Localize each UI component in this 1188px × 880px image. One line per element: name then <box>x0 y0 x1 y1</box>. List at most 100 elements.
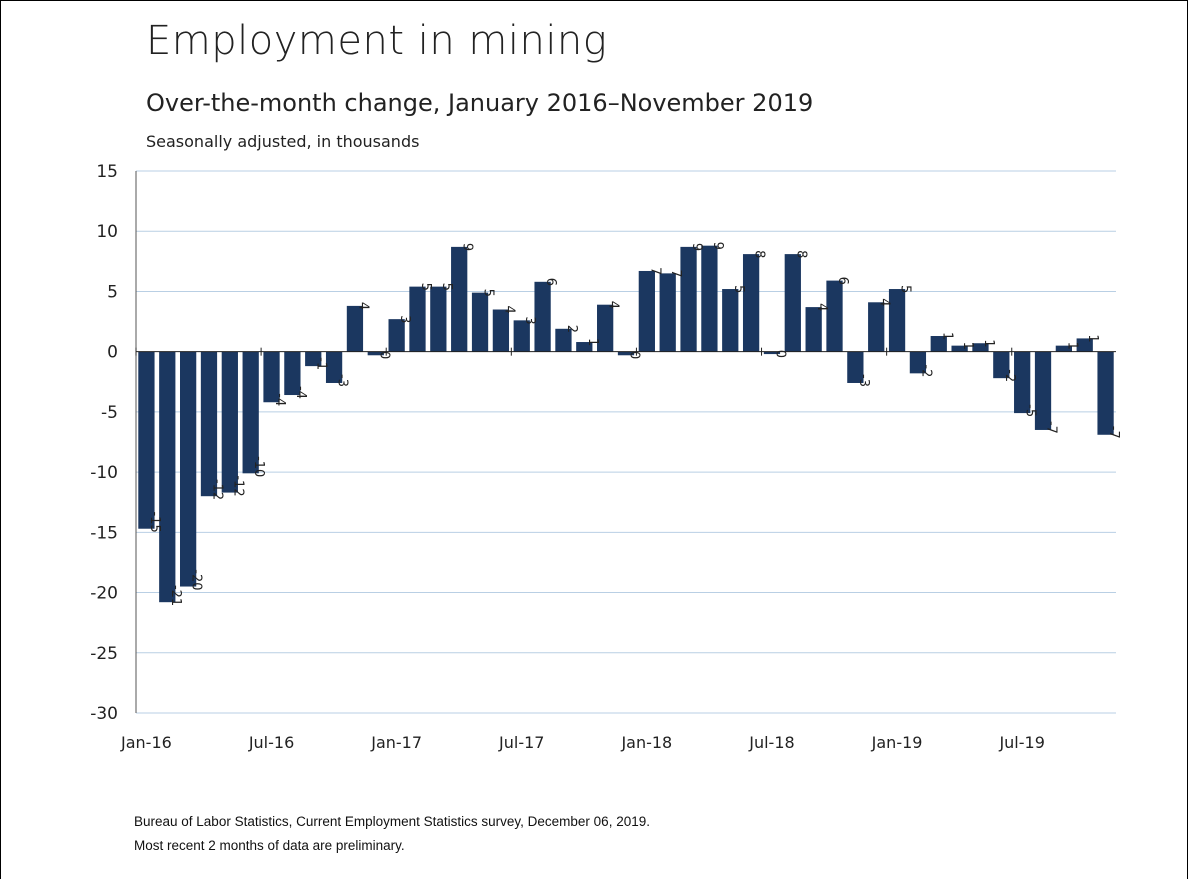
x-tick-label: Jan-19 <box>871 733 923 752</box>
data-label: 6 <box>835 277 850 285</box>
data-label: -3 <box>856 374 871 387</box>
bar <box>555 328 572 352</box>
data-label: 4 <box>814 303 829 311</box>
data-label: 4 <box>606 301 621 309</box>
data-label: 5 <box>481 289 496 297</box>
data-label: 9 <box>710 242 725 250</box>
bar <box>242 351 259 474</box>
y-tick-label: 5 <box>107 282 118 302</box>
data-label: 1 <box>939 332 954 340</box>
bar <box>492 309 510 352</box>
data-label: 1 <box>960 342 975 350</box>
bar <box>722 289 739 352</box>
bar <box>909 351 927 374</box>
bar <box>1076 338 1093 352</box>
data-label: 4 <box>877 298 892 306</box>
bar <box>805 307 822 352</box>
bar <box>534 281 551 352</box>
data-label: 3 <box>397 315 412 323</box>
x-tick-label: Jul-19 <box>998 733 1044 752</box>
bar <box>1034 351 1052 430</box>
x-tick-label: Jul-16 <box>248 733 294 752</box>
data-label: 0 <box>772 350 787 358</box>
chart-title: Employment in mining <box>146 18 608 64</box>
data-label: 5 <box>439 283 454 291</box>
y-tick-label: -25 <box>90 644 118 664</box>
chart-subtitle: Over-the-month change, January 2016–Nove… <box>146 89 814 117</box>
data-label: -12 <box>209 479 224 500</box>
data-label: -10 <box>251 456 266 477</box>
bar <box>972 343 989 352</box>
data-label: -20 <box>189 569 204 590</box>
data-label: 3 <box>522 316 537 324</box>
bar <box>513 320 530 352</box>
x-tick-label: Jan-18 <box>620 733 672 752</box>
x-tick-label: Jul-17 <box>498 733 544 752</box>
data-label: 0 <box>627 351 642 359</box>
y-tick-label: 10 <box>96 222 118 242</box>
bar <box>200 351 218 497</box>
bar <box>576 342 593 352</box>
data-label: 4 <box>501 306 516 314</box>
bar <box>451 246 468 352</box>
bar <box>388 319 405 352</box>
bar <box>159 351 176 603</box>
bar <box>784 254 801 352</box>
bar <box>1055 345 1073 352</box>
bar <box>325 351 343 383</box>
data-label: 0 <box>376 351 391 359</box>
preliminary-note: Most recent 2 months of data are prelimi… <box>134 838 405 853</box>
data-label: -3 <box>335 374 350 387</box>
bar <box>680 246 697 352</box>
bar <box>847 351 864 383</box>
x-tick-label: Jan-17 <box>370 733 422 752</box>
data-label: -15 <box>147 511 162 532</box>
data-label: -2 <box>1002 369 1017 382</box>
y-tick-label: 0 <box>107 343 118 363</box>
data-label: -12 <box>230 475 245 496</box>
data-label: -4 <box>293 386 308 399</box>
source-note: Bureau of Labor Statistics, Current Empl… <box>134 814 650 829</box>
bar <box>617 351 635 356</box>
data-label: 9 <box>460 243 475 251</box>
bar <box>888 289 906 352</box>
data-label: 6 <box>543 278 558 286</box>
data-label: -2 <box>918 364 933 377</box>
data-label: 1 <box>1085 334 1100 342</box>
bar <box>597 304 614 352</box>
data-label: 7 <box>647 267 662 275</box>
y-tick-label: 15 <box>96 162 118 182</box>
bar <box>742 254 760 352</box>
data-label: 9 <box>689 243 704 251</box>
data-label: 1 <box>585 338 600 346</box>
data-label: -4 <box>272 393 287 406</box>
data-label: 4 <box>355 302 370 310</box>
bar <box>930 336 947 352</box>
bar <box>179 351 197 587</box>
x-tick-label: Jan-16 <box>120 733 172 752</box>
bar <box>868 302 885 352</box>
bar <box>430 286 447 352</box>
bar <box>346 305 364 352</box>
bar <box>284 351 301 396</box>
y-tick-label: -30 <box>90 704 118 724</box>
y-tick-label: -10 <box>90 463 118 483</box>
data-label: 8 <box>793 250 808 258</box>
y-tick-label: -20 <box>90 584 118 604</box>
data-label: 5 <box>418 283 433 291</box>
bar <box>1097 351 1114 435</box>
data-label: 7 <box>668 269 683 277</box>
data-label: -21 <box>168 585 183 606</box>
bar <box>659 273 676 352</box>
bar <box>305 351 322 367</box>
bar <box>1014 351 1031 414</box>
data-label: 5 <box>898 285 913 293</box>
bar <box>993 351 1010 379</box>
bar <box>638 270 655 352</box>
data-label: 5 <box>731 285 746 293</box>
data-label: 1 <box>981 339 996 347</box>
data-label: 1 <box>1064 342 1079 350</box>
bar <box>409 286 426 352</box>
bar <box>471 292 489 352</box>
